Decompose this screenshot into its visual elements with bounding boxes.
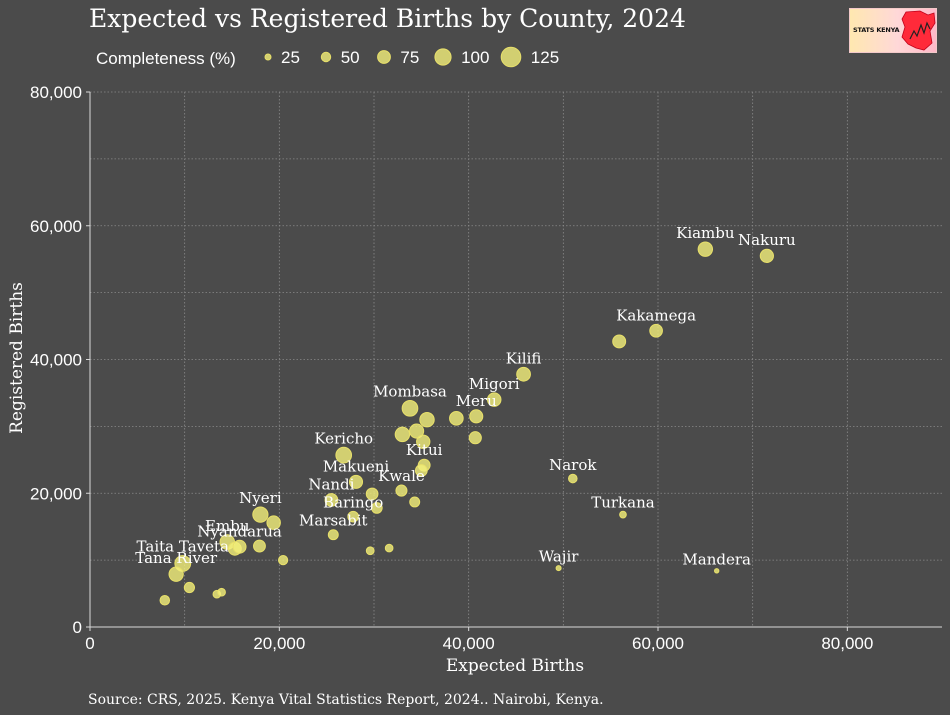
data-point (277, 554, 289, 566)
data-point (348, 474, 364, 489)
legend-label: 75 (400, 48, 419, 67)
point-label: Nyandarua (197, 522, 282, 540)
data-point (516, 366, 531, 382)
point-label: Makueni (323, 457, 390, 475)
point-label: Nandi (308, 476, 354, 494)
point-label: Embu (205, 517, 250, 535)
point-label: Mandera (682, 551, 751, 569)
legend-label: 50 (341, 48, 360, 67)
data-point (714, 568, 720, 574)
data-point (252, 506, 269, 523)
data-point (409, 496, 421, 508)
point-label: Nakuru (738, 231, 796, 249)
data-point (159, 594, 171, 606)
point-label: Turkana (591, 493, 655, 511)
y-tick-label: 20,000 (30, 484, 82, 503)
y-tick-label: 0 (73, 618, 82, 637)
legend-label: 125 (531, 48, 559, 67)
x-tick-label: 80,000 (821, 634, 873, 653)
data-point (555, 565, 562, 572)
point-label: Kakamega (616, 306, 696, 324)
data-point (612, 334, 627, 349)
data-point (649, 323, 663, 338)
x-tick-label: 60,000 (632, 634, 684, 653)
kenya-map-icon (901, 10, 936, 51)
y-axis-label: Registered Births (7, 282, 27, 434)
legend-circle (500, 46, 522, 68)
data-point (468, 431, 482, 445)
data-point (217, 587, 226, 597)
legend-circle (320, 51, 332, 63)
x-axis-label: Expected Births (446, 656, 584, 676)
chart-title: Expected vs Registered Births by County,… (89, 4, 686, 33)
data-point (324, 493, 339, 507)
data-point (469, 409, 484, 424)
data-point (759, 248, 774, 263)
data-point (266, 515, 281, 530)
x-tick-label: 0 (85, 634, 94, 653)
data-point (335, 446, 353, 464)
data-point (347, 510, 359, 523)
point-label: Wajir (539, 548, 580, 566)
point-label: Kitui (406, 441, 443, 459)
data-point (232, 539, 247, 554)
y-tick-label: 60,000 (30, 217, 82, 236)
y-tick-label: 40,000 (30, 351, 82, 370)
point-label: Mombasa (373, 382, 447, 400)
size-legend: Completeness (%) 25 50 75 100 125 (96, 46, 559, 68)
legend-circle (434, 48, 452, 66)
point-label: Kwale (378, 467, 425, 485)
data-point (414, 464, 428, 477)
legend-circle (377, 50, 391, 64)
data-point (394, 426, 411, 443)
point-label: Baringo (323, 493, 383, 511)
logo-text: STATS KENYA (853, 26, 900, 34)
point-label: Kiambu (676, 224, 735, 242)
data-point (568, 473, 578, 484)
axes: 0 20,000 40,000 60,000 80,000 0 20,000 40,000 60… (30, 83, 942, 653)
point-label: Kilifi (506, 349, 542, 367)
data-point (486, 392, 502, 407)
data-point (409, 423, 425, 439)
point-label: Tana River (135, 549, 218, 567)
point-label: Marsabit (299, 512, 368, 530)
legend-label: 25 (281, 48, 300, 67)
x-tick-label: 40,000 (443, 634, 495, 653)
legend-title: Completeness (%) (96, 49, 236, 68)
data-point (183, 581, 196, 594)
data-point (384, 543, 394, 553)
data-points (159, 241, 774, 606)
point-label: Nyeri (239, 489, 282, 507)
data-point (449, 411, 464, 426)
data-point (253, 539, 266, 553)
x-tick-label: 20,000 (253, 634, 305, 653)
data-point (619, 510, 627, 519)
data-point (365, 546, 375, 556)
data-point (168, 566, 184, 582)
grid (90, 91, 942, 627)
legend-label: 100 (461, 48, 489, 67)
data-point (327, 529, 339, 541)
data-point (419, 411, 435, 428)
data-point (401, 399, 419, 417)
data-point (697, 241, 714, 257)
point-label: Taita Taveta (137, 538, 229, 556)
data-point (371, 502, 383, 514)
point-label: Meru (456, 392, 497, 410)
stats-kenya-logo: STATS KENYA (849, 8, 937, 53)
y-tick-label: 80,000 (30, 83, 82, 102)
point-label: Migori (469, 375, 520, 393)
data-point (365, 487, 379, 501)
source-note: Source: CRS, 2025. Kenya Vital Statistic… (88, 692, 604, 708)
point-label: Kericho (314, 429, 373, 447)
data-point (416, 434, 431, 449)
data-point (395, 484, 408, 497)
point-label: Narok (549, 456, 597, 474)
legend-circle (264, 53, 272, 61)
